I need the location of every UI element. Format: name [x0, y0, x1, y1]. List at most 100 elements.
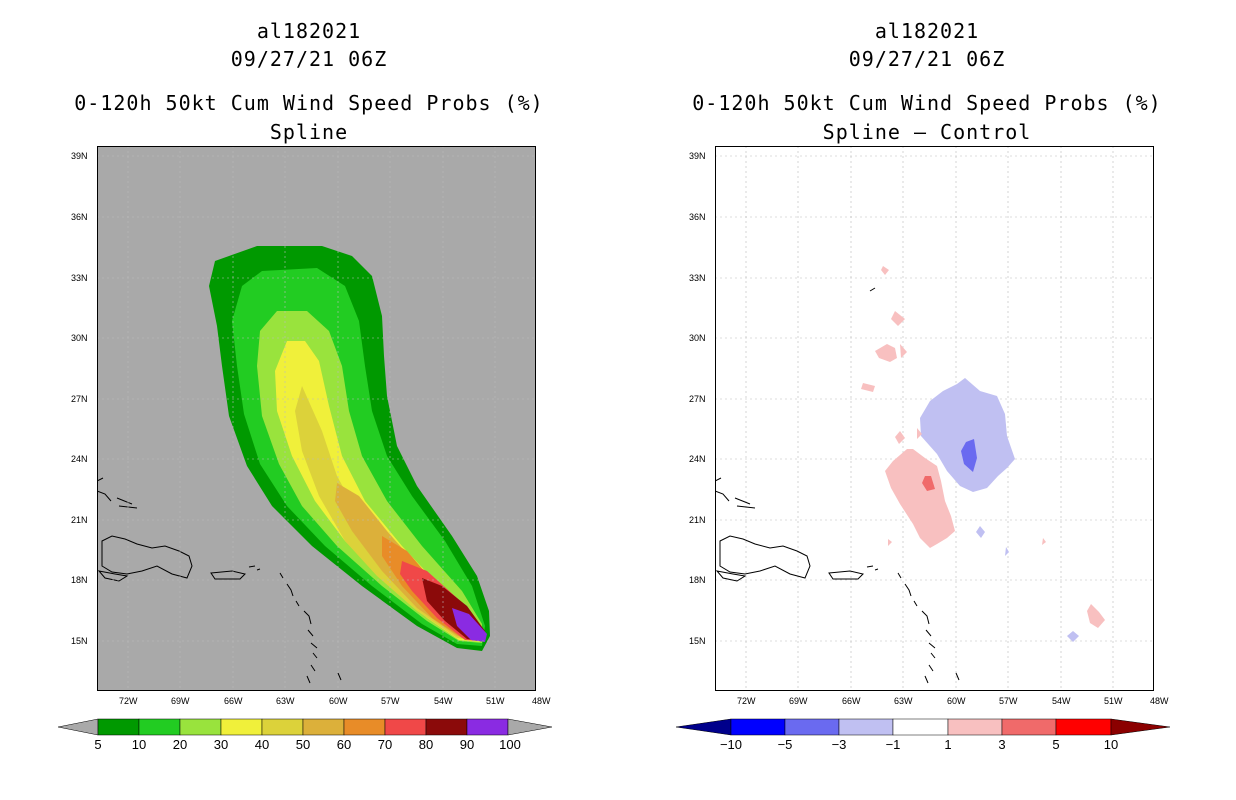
colorbar-swatch — [384, 718, 427, 736]
prob-contour-40 — [295, 386, 477, 641]
lon-label: 48W — [532, 696, 551, 706]
coastlines — [715, 287, 960, 684]
lon-label: 51W — [1104, 696, 1123, 706]
lat-label: 36N — [71, 212, 88, 222]
lon-label: 66W — [224, 696, 243, 706]
right-map — [715, 146, 1154, 691]
right-panel: al182021 09/27/21 06Z 0-120h 50kt Cum Wi… — [618, 0, 1236, 800]
colorbar-swatch — [947, 718, 1003, 736]
lon-label: 66W — [842, 696, 861, 706]
lat-label: 24N — [689, 454, 706, 464]
lat-label: 21N — [689, 515, 706, 525]
lat-label: 30N — [689, 333, 706, 343]
storm-id: al182021 — [874, 19, 980, 43]
colorbar-label: 10 — [1103, 737, 1119, 752]
colorbar-swatch — [261, 718, 304, 736]
positive-diff-areas — [861, 266, 1105, 628]
lat-label: 36N — [689, 212, 706, 222]
colorbar-label: 50 — [295, 737, 311, 752]
lat-label: 18N — [71, 575, 88, 585]
storm-id: al182021 — [256, 19, 362, 43]
colorbar-swatch — [97, 718, 140, 736]
colorbar-swatch — [302, 718, 345, 736]
colorbar-swatch — [730, 718, 786, 736]
lon-label: 51W — [486, 696, 505, 706]
datetime: 09/27/21 06Z — [848, 47, 1006, 71]
lon-label: 69W — [171, 696, 190, 706]
colorbar-swatch — [179, 718, 222, 736]
colorbar-label: 30 — [213, 737, 229, 752]
colorbar-label: 20 — [172, 737, 188, 752]
lat-label: 15N — [71, 636, 88, 646]
lon-label: 63W — [276, 696, 295, 706]
coastlines — [97, 477, 342, 684]
colorbar-label: −5 — [777, 737, 793, 752]
colorbar-label: −1 — [885, 737, 901, 752]
datetime: 09/27/21 06Z — [230, 47, 388, 71]
colorbar-high-arrow — [507, 718, 553, 736]
colorbar-swatch — [138, 718, 181, 736]
panel-subtitle: Spline – Control — [822, 120, 1032, 144]
negative-diff-areas — [920, 378, 1079, 642]
colorbar-swatch — [784, 718, 840, 736]
prob-contour-90 — [452, 608, 487, 642]
lat-label: 33N — [71, 273, 88, 283]
colorbar-label: 100 — [499, 737, 521, 752]
prob-contour-30 — [275, 341, 480, 642]
lat-label: 21N — [71, 515, 88, 525]
lat-label: 15N — [689, 636, 706, 646]
colorbar-swatch — [425, 718, 468, 736]
colorbar-label: −10 — [719, 737, 743, 752]
colorbar-swatch — [838, 718, 894, 736]
map-grid — [715, 146, 1154, 691]
lon-label: 60W — [329, 696, 348, 706]
colorbar-label: −3 — [831, 737, 847, 752]
colorbar-swatch — [343, 718, 386, 736]
colorbar-low-arrow — [676, 718, 732, 736]
colorbar-swatch — [1001, 718, 1057, 736]
lon-label: 48W — [1150, 696, 1169, 706]
lat-label: 27N — [71, 394, 88, 404]
panel-subtitle: Spline — [269, 120, 349, 144]
lon-label: 54W — [434, 696, 453, 706]
colorbar-label: 3 — [998, 737, 1006, 752]
colorbar-label: 10 — [131, 737, 147, 752]
lat-label: 39N — [71, 151, 88, 161]
colorbar-swatch — [220, 718, 263, 736]
positive-diff-core — [922, 476, 935, 491]
lat-label: 24N — [71, 454, 88, 464]
colorbar-high-arrow — [1110, 718, 1171, 736]
left-panel: al182021 09/27/21 06Z 0-120h 50kt Cum Wi… — [58, 19, 553, 752]
colorbar-label: 1 — [944, 737, 952, 752]
product-title: 0-120h 50kt Cum Wind Speed Probs (%) — [74, 91, 544, 115]
negative-diff-core — [961, 439, 977, 472]
left-map — [97, 146, 536, 691]
colorbar-label: 70 — [377, 737, 393, 752]
lat-label: 27N — [689, 394, 706, 404]
colorbar-label: 60 — [336, 737, 352, 752]
right-colorbar — [676, 718, 1171, 736]
colorbar-label: 40 — [254, 737, 270, 752]
colorbar-label: 5 — [94, 737, 102, 752]
lon-label: 72W — [119, 696, 138, 706]
lon-label: 54W — [1052, 696, 1071, 706]
lon-label: 57W — [999, 696, 1018, 706]
colorbar-label: 80 — [418, 737, 434, 752]
lat-label: 33N — [689, 273, 706, 283]
lon-label: 63W — [894, 696, 913, 706]
colorbar-label: 90 — [459, 737, 475, 752]
lon-label: 60W — [947, 696, 966, 706]
colorbar-label: 5 — [1052, 737, 1060, 752]
colorbar-swatch — [892, 718, 949, 736]
left-colorbar — [58, 718, 553, 736]
colorbar-swatch — [466, 718, 509, 736]
colorbar-low-arrow — [58, 718, 99, 736]
map-grid — [97, 146, 536, 691]
lon-label: 57W — [381, 696, 400, 706]
product-title: 0-120h 50kt Cum Wind Speed Probs (%) — [692, 91, 1162, 115]
lat-label: 30N — [71, 333, 88, 343]
lat-label: 39N — [689, 151, 706, 161]
lat-label: 18N — [689, 575, 706, 585]
lon-label: 69W — [789, 696, 808, 706]
colorbar-swatch — [1055, 718, 1112, 736]
